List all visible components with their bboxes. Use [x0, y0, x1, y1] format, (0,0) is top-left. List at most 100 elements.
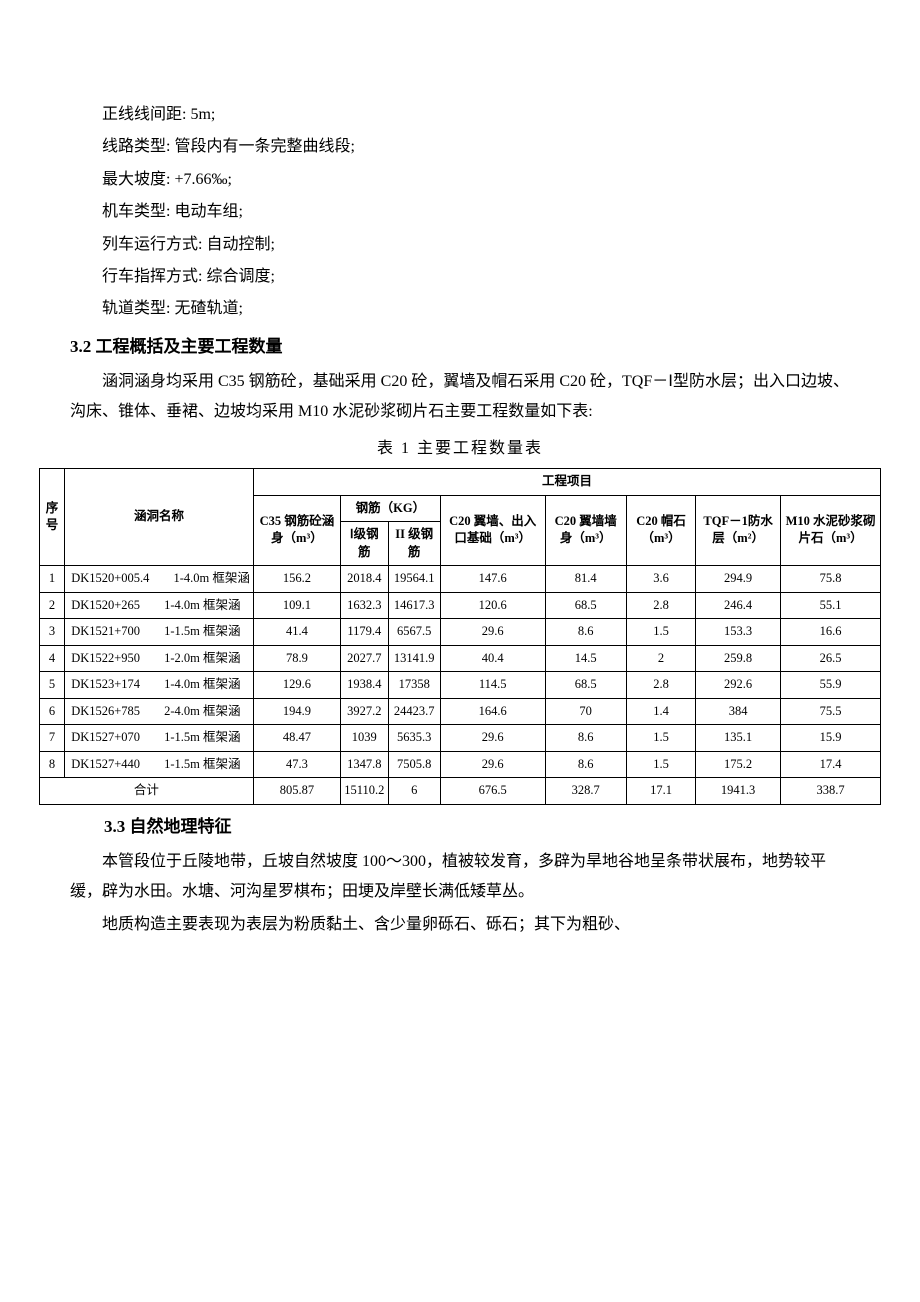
spec-line: 线路类型: 管段内有一条完整曲线段;	[70, 132, 850, 162]
th-rebar: 钢筋（KG）	[340, 495, 440, 522]
cell-wall-inlet: 120.6	[440, 592, 545, 619]
th-seq: 序号	[39, 469, 64, 566]
cell-rebar2: 17358	[388, 672, 440, 699]
cell-c35: 109.1	[253, 592, 340, 619]
cell-c35: 48.47	[253, 725, 340, 752]
section-3-3-paragraph-1: 本管段位于丘陵地带，丘坡自然坡度 100～300，植被较发育，多辟为旱地谷地呈条…	[70, 847, 850, 908]
cell-seq: 6	[39, 698, 64, 725]
th-rebar-2: II 级钢筋	[388, 522, 440, 566]
cell-wall-inlet: 29.6	[440, 751, 545, 778]
cell-rebar1: 1938.4	[340, 672, 388, 699]
cell-c35: 129.6	[253, 672, 340, 699]
spec-line: 最大坡度: +7.66‰;	[70, 165, 850, 195]
cell-wall-inlet: 29.6	[440, 619, 545, 646]
cell-m10: 15.9	[780, 725, 880, 752]
cell-seq: 7	[39, 725, 64, 752]
cell-m10: 17.4	[780, 751, 880, 778]
table-row: 6DK1526+7852-4.0m 框架涵194.93927.224423.71…	[39, 698, 880, 725]
cell-tqf: 294.9	[696, 566, 781, 593]
cell-total-r2: 6	[388, 778, 440, 805]
cell-c35: 78.9	[253, 645, 340, 672]
cell-rebar2: 7505.8	[388, 751, 440, 778]
cell-rebar1: 1039	[340, 725, 388, 752]
cell-c35: 41.4	[253, 619, 340, 646]
cell-total-cap: 17.1	[626, 778, 695, 805]
cell-c35: 156.2	[253, 566, 340, 593]
cell-wall-body: 14.5	[545, 645, 626, 672]
table-row: 3DK1521+7001-1.5m 框架涵41.41179.46567.529.…	[39, 619, 880, 646]
table-caption: 表 1 主要工程数量表	[70, 434, 850, 464]
cell-name: DK1520+2651-4.0m 框架涵	[65, 592, 254, 619]
th-c20-wall-inlet: C20 翼墙、出入口基础（m³）	[440, 495, 545, 566]
cell-cap: 2.8	[626, 592, 695, 619]
cell-wall-inlet: 114.5	[440, 672, 545, 699]
cell-rebar1: 2018.4	[340, 566, 388, 593]
cell-total-wi: 676.5	[440, 778, 545, 805]
cell-m10: 26.5	[780, 645, 880, 672]
cell-m10: 16.6	[780, 619, 880, 646]
cell-name: DK1527+0701-1.5m 框架涵	[65, 725, 254, 752]
cell-name: DK1522+9501-2.0m 框架涵	[65, 645, 254, 672]
th-tqf: TQF－1防水层（m²）	[696, 495, 781, 566]
spec-line: 正线线间距: 5m;	[70, 100, 850, 130]
cell-name: DK1521+7001-1.5m 框架涵	[65, 619, 254, 646]
th-c20-wall-body: C20 翼墙墙身（m³）	[545, 495, 626, 566]
cell-tqf: 175.2	[696, 751, 781, 778]
cell-rebar2: 5635.3	[388, 725, 440, 752]
th-c35: C35 钢筋砼涵身（m³）	[253, 495, 340, 566]
cell-wall-body: 8.6	[545, 619, 626, 646]
cell-seq: 5	[39, 672, 64, 699]
spec-line: 轨道类型: 无碴轨道;	[70, 294, 850, 324]
cell-tqf: 153.3	[696, 619, 781, 646]
cell-tqf: 292.6	[696, 672, 781, 699]
section-3-2-paragraph: 涵洞涵身均采用 C35 钢筋砼，基础采用 C20 砼，翼墙及帽石采用 C20 砼…	[70, 367, 850, 428]
table-row: 7DK1527+0701-1.5m 框架涵48.4710395635.329.6…	[39, 725, 880, 752]
cell-cap: 1.5	[626, 619, 695, 646]
cell-seq: 3	[39, 619, 64, 646]
cell-seq: 4	[39, 645, 64, 672]
cell-m10: 75.5	[780, 698, 880, 725]
cell-rebar1: 1347.8	[340, 751, 388, 778]
table-row: 4DK1522+9501-2.0m 框架涵78.92027.713141.940…	[39, 645, 880, 672]
cell-rebar1: 2027.7	[340, 645, 388, 672]
table-row: 8DK1527+4401-1.5m 框架涵47.31347.87505.829.…	[39, 751, 880, 778]
th-project: 工程项目	[253, 469, 880, 496]
table-row: 1DK1520+005.41-4.0m 框架涵156.22018.419564.…	[39, 566, 880, 593]
cell-rebar2: 13141.9	[388, 645, 440, 672]
spec-line: 机车类型: 电动车组;	[70, 197, 850, 227]
cell-rebar1: 1632.3	[340, 592, 388, 619]
cell-name: DK1523+1741-4.0m 框架涵	[65, 672, 254, 699]
cell-cap: 2.8	[626, 672, 695, 699]
quantity-table: 序号 涵洞名称 工程项目 C35 钢筋砼涵身（m³） 钢筋（KG） C20 翼墙…	[39, 468, 881, 805]
cell-c35: 194.9	[253, 698, 340, 725]
spec-line: 行车指挥方式: 综合调度;	[70, 262, 850, 292]
spec-line: 列车运行方式: 自动控制;	[70, 230, 850, 260]
cell-cap: 1.5	[626, 751, 695, 778]
section-3-3-paragraph-2: 地质构造主要表现为表层为粉质黏土、含少量卵砾石、砾石；其下为粗砂、	[70, 910, 850, 940]
cell-name: DK1526+7852-4.0m 框架涵	[65, 698, 254, 725]
cell-total-r1: 15110.2	[340, 778, 388, 805]
th-c20-cap: C20 帽石（m³）	[626, 495, 695, 566]
section-3-2-heading: 3.2 工程概括及主要工程数量	[70, 331, 850, 363]
cell-tqf: 135.1	[696, 725, 781, 752]
cell-wall-body: 81.4	[545, 566, 626, 593]
cell-rebar1: 1179.4	[340, 619, 388, 646]
cell-total-wb: 328.7	[545, 778, 626, 805]
cell-wall-body: 68.5	[545, 672, 626, 699]
cell-rebar2: 14617.3	[388, 592, 440, 619]
cell-rebar1: 3927.2	[340, 698, 388, 725]
cell-tqf: 384	[696, 698, 781, 725]
cell-wall-inlet: 164.6	[440, 698, 545, 725]
table-total-row: 合计805.8715110.26676.5328.717.11941.3338.…	[39, 778, 880, 805]
cell-c35: 47.3	[253, 751, 340, 778]
cell-tqf: 259.8	[696, 645, 781, 672]
cell-total-c35: 805.87	[253, 778, 340, 805]
section-3-3-heading: 3.3 自然地理特征	[70, 811, 850, 843]
th-rebar-1: Ⅰ级钢筋	[340, 522, 388, 566]
cell-wall-inlet: 40.4	[440, 645, 545, 672]
cell-wall-inlet: 29.6	[440, 725, 545, 752]
cell-rebar2: 24423.7	[388, 698, 440, 725]
cell-wall-body: 8.6	[545, 725, 626, 752]
table-row: 2DK1520+2651-4.0m 框架涵109.11632.314617.31…	[39, 592, 880, 619]
cell-total-tqf: 1941.3	[696, 778, 781, 805]
